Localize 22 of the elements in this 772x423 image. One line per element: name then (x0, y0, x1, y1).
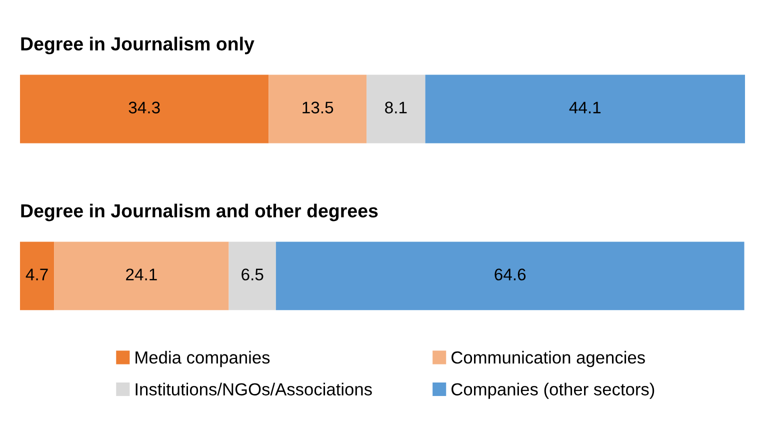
bar (20, 242, 54, 310)
legend-label: Institutions/NGOs/Associations (136, 382, 372, 396)
data-label: 34.3 (128, 102, 160, 114)
data-label: 6.5 (242, 268, 264, 280)
bar (276, 242, 744, 310)
data-label: 64.6 (494, 268, 526, 280)
bar (268, 74, 367, 144)
bar (425, 74, 745, 144)
y-tick-label: Degree in Journalism only (21, 36, 254, 54)
bar (54, 242, 229, 310)
legend-label: Companies (other sectors) (452, 382, 654, 399)
data-label: 8.1 (385, 102, 407, 114)
bar (20, 74, 269, 144)
data-label: 24.1 (126, 268, 157, 280)
bar (228, 242, 276, 310)
data-label: 13.5 (302, 102, 334, 114)
y-tick-label: Degree in Journalism and other degrees (21, 204, 378, 222)
legend-label: Media companies (136, 350, 270, 368)
bar (366, 74, 426, 144)
data-label: 4.7 (26, 268, 48, 280)
legend-label: Communication agencies (452, 350, 645, 368)
data-label: 44.1 (569, 102, 601, 114)
